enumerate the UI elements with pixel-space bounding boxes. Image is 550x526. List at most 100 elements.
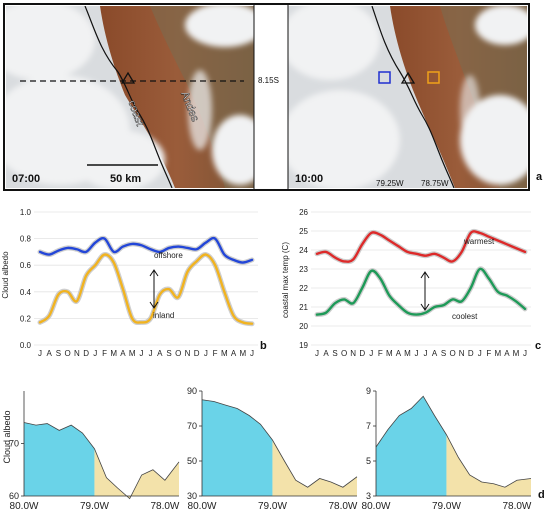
x-tick-label: A — [231, 349, 237, 358]
x-tick-label: 78.0W — [502, 501, 531, 512]
y-tick-label: 21 — [299, 303, 308, 312]
x-tick-label: A — [47, 349, 53, 358]
panel-letter-b: b — [260, 340, 267, 352]
x-tick-label: M — [221, 349, 228, 358]
albedo-longitude-chart-3: 3 5 7 9 80.0W 79.0W 78.0W — [362, 386, 532, 512]
x-tick-label: D — [359, 349, 365, 358]
x-tick-label: 79.0W — [432, 501, 461, 512]
y-tick-label: 22 — [299, 284, 308, 293]
x-tick-label: S — [166, 349, 171, 358]
scale-bar-label: 50 km — [110, 173, 141, 185]
x-tick-label: N — [74, 349, 80, 358]
x-tick-label: M — [495, 349, 502, 358]
x-tick-label: J — [139, 349, 143, 358]
x-tick-label: S — [56, 349, 61, 358]
y-tick-label: 0.6 — [20, 261, 32, 270]
y-tick-label: 25 — [299, 227, 308, 236]
x-tick-label: A — [504, 349, 510, 358]
x-tick-label: 78.0W — [150, 501, 179, 512]
albedo-profile-line — [23, 422, 180, 500]
x-tick-label: J — [250, 349, 254, 358]
y-tick-label: 23 — [299, 265, 308, 274]
offshore-area — [24, 422, 95, 496]
satellite-image-1000 — [288, 6, 527, 188]
x-tick-label: O — [450, 349, 456, 358]
y-tick-label: 26 — [299, 208, 308, 217]
x-tick-label: 80.0W — [362, 501, 391, 512]
series-shadow — [37, 235, 255, 266]
station-triangle-icon — [120, 71, 136, 84]
albedo-longitude-chart-2: 30 50 70 90 80.0W 79.0W 78.0W — [187, 386, 358, 512]
x-tick-label: N — [350, 349, 356, 358]
x-tick-label: F — [486, 349, 491, 358]
y-tick-label: 0.0 — [20, 341, 32, 350]
y-tick-label: 50 — [187, 456, 197, 466]
x-tick-label: J — [204, 349, 208, 358]
series-shadow — [314, 266, 528, 318]
satellite-image-0700 — [6, 6, 254, 188]
x-tick-label: N — [185, 349, 191, 358]
y-tick-label: 70 — [187, 421, 197, 431]
y-tick-label: 0.4 — [20, 288, 32, 297]
time-label-right: 10:00 — [295, 173, 323, 185]
x-tick-label: F — [378, 349, 383, 358]
y-tick-label: 9 — [366, 386, 371, 396]
y-tick-label: 19 — [299, 341, 308, 350]
legend-offshore-label: offshore — [154, 251, 183, 260]
albedo-longitude-chart-1: 60 70 80.0W 79.0W 78.0W Cloud albedo — [2, 391, 180, 512]
panel-letter-a: a — [536, 171, 543, 183]
inland-area — [94, 448, 179, 499]
x-tick-label: A — [120, 349, 126, 358]
x-tick-label: D — [83, 349, 89, 358]
x-tick-label: J — [523, 349, 527, 358]
y-tick-label: 30 — [187, 491, 197, 501]
lon-label-2: 78.75W — [421, 179, 449, 188]
x-tick-label: A — [396, 349, 402, 358]
x-tick-label: 80.0W — [10, 501, 39, 512]
x-tick-label: M — [110, 349, 117, 358]
x-tick-label: M — [513, 349, 520, 358]
x-tick-label: 80.0W — [188, 501, 217, 512]
satellite-panel: coast Andes 50 km 07:00 8.15S 10:00 79.2… — [3, 3, 543, 191]
x-tick-label: O — [65, 349, 71, 358]
latitude-label: 8.15S — [258, 76, 279, 85]
x-tick-label: D — [194, 349, 200, 358]
panel-letter-d: d — [538, 489, 545, 501]
x-tick-label: O — [341, 349, 347, 358]
x-tick-label: 79.0W — [258, 501, 287, 512]
x-tick-label: N — [459, 349, 465, 358]
x-tick-label: J — [424, 349, 428, 358]
y-tick-label: 0.8 — [20, 235, 32, 244]
y-tick-label: 24 — [299, 246, 308, 255]
series-line-inland — [38, 253, 254, 325]
x-tick-label: J — [38, 349, 42, 358]
albedo-profile-line — [201, 399, 358, 488]
y-tick-label: 60 — [9, 491, 19, 501]
y-tick-label: 70 — [9, 439, 19, 449]
legend-warmest-label: warmest — [463, 237, 495, 246]
x-tick-label: S — [332, 349, 337, 358]
series-line-warmest — [315, 230, 527, 263]
inland-area — [446, 434, 531, 496]
x-tick-label: J — [149, 349, 153, 358]
x-tick-label: M — [239, 349, 246, 358]
x-tick-label: F — [213, 349, 218, 358]
double-arrow-icon-b — [149, 269, 159, 309]
cloud-albedo-seasonal-chart: 0.00.20.40.60.81.0J A S O N D J F M A M J J A S O N D J F M A… — [1, 208, 267, 358]
x-tick-label: A — [432, 349, 438, 358]
x-tick-label: D — [468, 349, 474, 358]
series-line-offshore — [38, 236, 254, 264]
panel-letter-c: c — [535, 340, 541, 352]
legend-coolest-label: coolest — [452, 312, 478, 321]
series-shadow — [314, 228, 528, 265]
double-arrow-icon-c — [420, 271, 430, 311]
x-tick-label: J — [315, 349, 319, 358]
x-tick-label: 78.0W — [328, 501, 357, 512]
offshore-area — [202, 399, 273, 496]
x-tick-label: A — [323, 349, 329, 358]
y-tick-label: 1.0 — [20, 208, 32, 217]
time-label-left: 07:00 — [12, 173, 40, 185]
y-tick-label: 3 — [366, 491, 371, 501]
